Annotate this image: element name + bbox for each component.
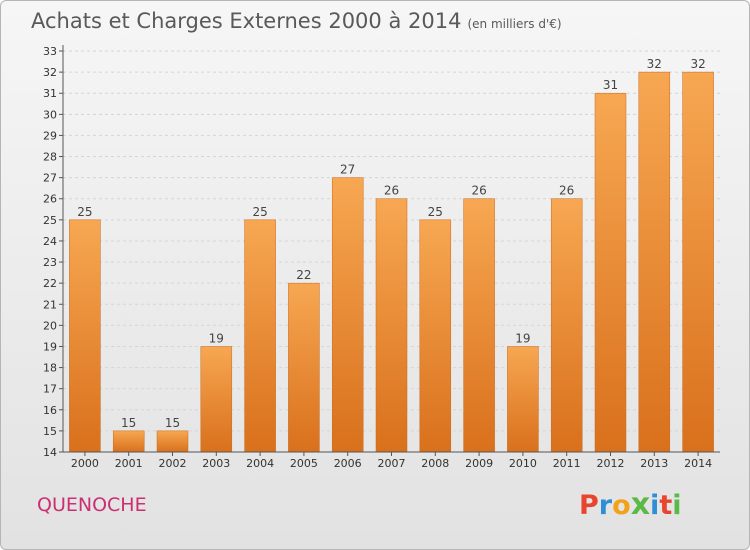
bar-2005[interactable]: [288, 282, 320, 453]
x-tick-label-2007: 2007: [378, 457, 406, 470]
chart-unit: (en milliers d'€): [467, 17, 562, 31]
value-label-2008: 25: [428, 205, 443, 219]
bar-2009[interactable]: [463, 198, 495, 453]
value-label-2000: 25: [77, 205, 92, 219]
y-tick-label: 14: [43, 446, 57, 459]
labels: 14 15 16 17 18 19 20 21 22 23 24 25 26 27 28 29 30 31 32 33…: [43, 45, 712, 470]
value-label-2007: 26: [384, 184, 399, 198]
logo-letter: i: [672, 490, 682, 521]
x-tick-label-2000: 2000: [71, 457, 99, 470]
bar-2012[interactable]: [594, 92, 627, 453]
y-tick-label: 33: [43, 45, 57, 58]
chart-title: Achats et Charges Externes 2000 à 2014 (e…: [31, 9, 562, 33]
x-tick-label-2002: 2002: [159, 457, 187, 470]
x-tick-label-2004: 2004: [246, 457, 274, 470]
y-tick-label: 19: [43, 340, 57, 353]
logo-letter: P: [579, 490, 599, 521]
value-label-2001: 15: [121, 416, 136, 430]
y-tick-label: 18: [43, 362, 57, 375]
y-tick-label: 22: [43, 277, 57, 290]
value-label-2012: 31: [603, 78, 618, 92]
bar-2013[interactable]: [638, 71, 671, 453]
place-name: QUENOCHE: [37, 494, 147, 516]
x-tick-label-2011: 2011: [553, 457, 581, 470]
y-tick-label: 30: [43, 108, 57, 121]
bar-2002[interactable]: [156, 430, 189, 453]
y-tick-label: 15: [43, 425, 57, 438]
y-tick-label: 20: [43, 319, 57, 332]
proxiti-logo[interactable]: Proxiti: [579, 487, 682, 522]
value-label-2011: 26: [559, 184, 574, 198]
bar-2001[interactable]: [112, 430, 145, 453]
x-tick-label-2006: 2006: [334, 457, 362, 470]
axes: [59, 45, 720, 456]
value-label-2014: 32: [690, 57, 705, 71]
value-label-2010: 19: [515, 331, 530, 345]
value-label-2006: 27: [340, 163, 355, 177]
bar-2014[interactable]: [682, 71, 714, 453]
bar-2006[interactable]: [331, 177, 364, 453]
chart-title-text: Achats et Charges Externes 2000 à 2014: [31, 9, 462, 33]
x-tick-label-2010: 2010: [509, 457, 537, 470]
bar-2007[interactable]: [375, 198, 408, 453]
logo-letter: t: [659, 490, 673, 521]
bar-2011[interactable]: [550, 198, 583, 453]
value-label-2005: 22: [296, 268, 311, 282]
value-label-2003: 19: [209, 331, 224, 345]
y-tick-label: 26: [43, 193, 57, 206]
bar-2008[interactable]: [419, 219, 452, 453]
logo-letter: x: [630, 487, 651, 522]
bars: [69, 71, 714, 453]
y-tick-label: 28: [43, 151, 57, 164]
x-tick-label-2012: 2012: [597, 457, 625, 470]
value-label-2002: 15: [165, 416, 180, 430]
y-tick-label: 32: [43, 66, 57, 79]
y-tick-label: 24: [43, 235, 57, 248]
y-tick-label: 25: [43, 214, 57, 227]
x-tick-label-2009: 2009: [465, 457, 493, 470]
y-tick-label: 29: [43, 129, 57, 142]
y-tick-label: 27: [43, 172, 57, 185]
bar-2004[interactable]: [244, 219, 276, 453]
x-tick-label-2003: 2003: [202, 457, 230, 470]
y-tick-label: 21: [43, 298, 57, 311]
y-tick-label: 23: [43, 256, 57, 269]
x-tick-label-2008: 2008: [421, 457, 449, 470]
bar-2010[interactable]: [507, 346, 539, 453]
x-tick-label-2014: 2014: [684, 457, 712, 470]
x-tick-label-2001: 2001: [115, 457, 143, 470]
logo-letter: i: [650, 490, 660, 521]
bar-2003[interactable]: [200, 346, 233, 453]
value-label-2009: 26: [471, 184, 486, 198]
y-tick-label: 16: [43, 404, 57, 417]
bar-2000[interactable]: [69, 219, 101, 453]
value-label-2004: 25: [252, 205, 267, 219]
x-tick-label-2005: 2005: [290, 457, 318, 470]
logo-letter: o: [612, 490, 631, 521]
logo-letter: r: [598, 490, 613, 521]
value-label-2013: 32: [647, 57, 662, 71]
y-tick-label: 17: [43, 383, 57, 396]
x-tick-label-2013: 2013: [640, 457, 668, 470]
y-tick-label: 31: [43, 87, 57, 100]
